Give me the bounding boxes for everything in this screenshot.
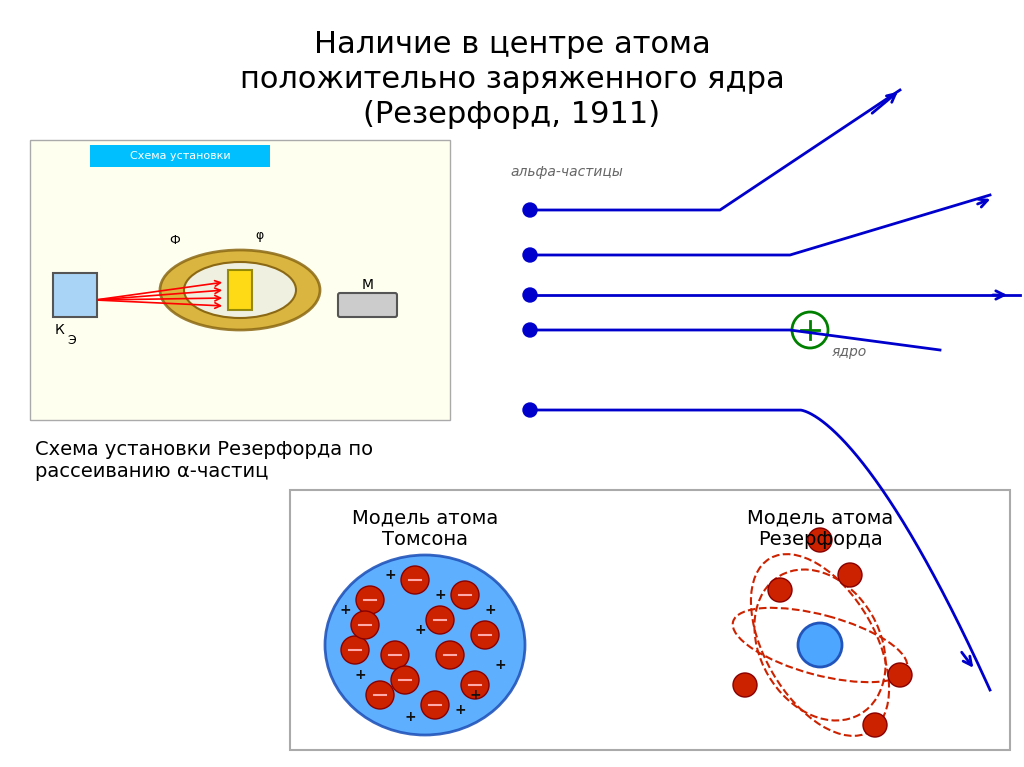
Text: Схема установки Резерфорда по
рассеиванию α-частиц: Схема установки Резерфорда по рассеивани… bbox=[35, 440, 373, 481]
Text: +: + bbox=[354, 668, 366, 682]
Text: +: + bbox=[339, 603, 351, 617]
Circle shape bbox=[798, 623, 842, 667]
Text: +: + bbox=[414, 623, 426, 637]
Circle shape bbox=[523, 403, 537, 417]
Ellipse shape bbox=[184, 262, 296, 318]
FancyBboxPatch shape bbox=[290, 490, 1010, 750]
Text: +: + bbox=[404, 710, 416, 724]
Circle shape bbox=[426, 606, 454, 634]
Circle shape bbox=[523, 288, 537, 302]
Circle shape bbox=[733, 673, 757, 697]
Text: φ: φ bbox=[256, 229, 264, 242]
Circle shape bbox=[523, 203, 537, 217]
Text: К: К bbox=[55, 323, 65, 337]
Circle shape bbox=[523, 248, 537, 262]
Text: (Резерфорд, 1911): (Резерфорд, 1911) bbox=[364, 100, 660, 129]
Text: +: + bbox=[469, 688, 481, 702]
Circle shape bbox=[436, 641, 464, 669]
Circle shape bbox=[401, 566, 429, 594]
Circle shape bbox=[366, 681, 394, 709]
FancyBboxPatch shape bbox=[90, 145, 270, 167]
Circle shape bbox=[888, 663, 912, 687]
Circle shape bbox=[381, 641, 409, 669]
Text: Э: Э bbox=[68, 334, 77, 347]
Text: альфа-частицы: альфа-частицы bbox=[510, 165, 623, 179]
FancyBboxPatch shape bbox=[30, 140, 450, 420]
Text: М: М bbox=[362, 278, 374, 292]
Circle shape bbox=[391, 666, 419, 694]
Circle shape bbox=[461, 671, 489, 699]
FancyBboxPatch shape bbox=[228, 270, 252, 310]
Circle shape bbox=[768, 578, 792, 602]
Circle shape bbox=[838, 563, 862, 587]
Circle shape bbox=[356, 586, 384, 614]
Text: +: + bbox=[455, 703, 466, 717]
FancyBboxPatch shape bbox=[53, 273, 97, 317]
Circle shape bbox=[863, 713, 887, 737]
Text: ядро: ядро bbox=[831, 345, 867, 359]
Ellipse shape bbox=[160, 250, 319, 330]
Text: Модель атома
Томсона: Модель атома Томсона bbox=[352, 508, 498, 549]
Circle shape bbox=[451, 581, 479, 609]
Text: положительно заряженного ядра: положительно заряженного ядра bbox=[240, 65, 784, 94]
Text: +: + bbox=[495, 658, 506, 672]
Circle shape bbox=[341, 636, 369, 664]
Circle shape bbox=[792, 312, 828, 348]
Text: +: + bbox=[434, 588, 445, 602]
Text: +: + bbox=[384, 568, 396, 582]
Circle shape bbox=[471, 621, 499, 649]
Circle shape bbox=[421, 691, 449, 719]
FancyBboxPatch shape bbox=[338, 293, 397, 317]
Circle shape bbox=[523, 323, 537, 337]
Circle shape bbox=[808, 528, 831, 552]
Text: Наличие в центре атома: Наличие в центре атома bbox=[313, 30, 711, 59]
Text: +: + bbox=[484, 603, 496, 617]
Text: Ф: Ф bbox=[170, 233, 180, 246]
Text: Модель атома
Резерфорда: Модель атома Резерфорда bbox=[746, 508, 893, 549]
Text: Схема установки: Схема установки bbox=[130, 151, 230, 161]
Circle shape bbox=[351, 611, 379, 639]
Ellipse shape bbox=[325, 555, 525, 735]
